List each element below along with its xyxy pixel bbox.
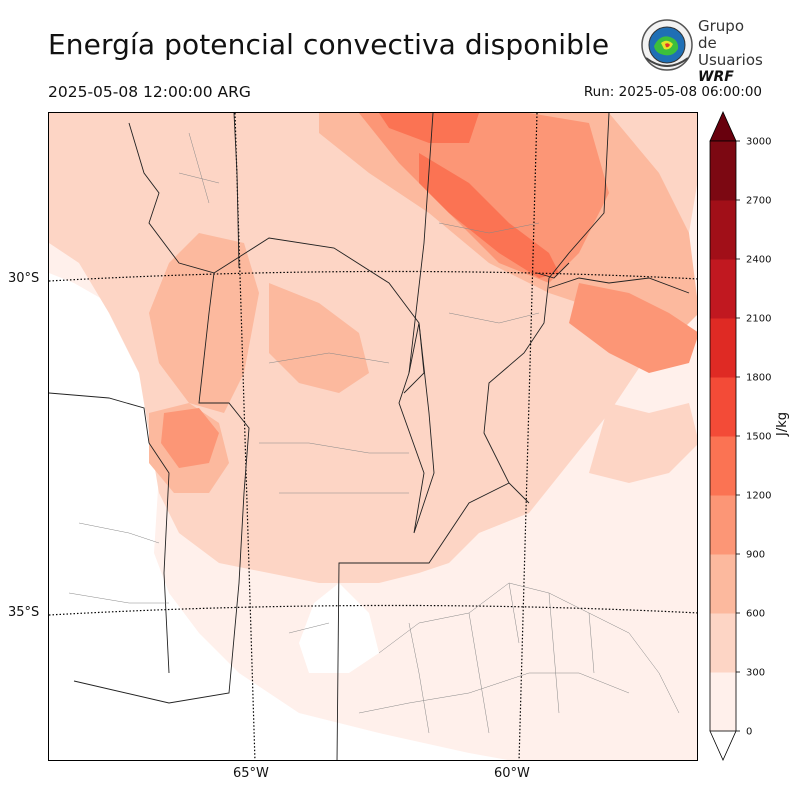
- colorbar-segment: [710, 259, 736, 319]
- page-title: Energía potencial convectiva disponible: [48, 28, 610, 61]
- shade-600-mid: [269, 283, 369, 393]
- colorbar-tick-label: 1200: [746, 491, 771, 502]
- logo-emblem-icon: [641, 19, 693, 71]
- colorbar-tick-label: 0: [746, 727, 752, 738]
- colorbar-segment: [710, 554, 736, 614]
- shade-1200-streak: [419, 153, 559, 278]
- colorbar-tick-label: 900: [746, 550, 765, 561]
- colorbar: 0 300 600 900 1200 1500 1800 2100 2400 2700 3000: [709, 111, 771, 761]
- logo-line-3: WRF: [698, 69, 734, 85]
- colorbar-tick-label: 2400: [746, 255, 771, 266]
- shade-900-cuyo: [161, 408, 219, 468]
- colorbar-tick-label: 1800: [746, 373, 771, 384]
- colorbar-tick-label: 3000: [746, 137, 771, 148]
- colorbar-unit: J/kg: [775, 412, 790, 436]
- valid-time: 2025-05-08 12:00:00 ARG: [48, 83, 251, 101]
- colorbar-segment: [710, 318, 736, 378]
- shade-300-east: [589, 403, 697, 483]
- colorbar-segment: [710, 200, 736, 260]
- colorbar-segment: [710, 377, 736, 437]
- parallel-35s: [49, 604, 697, 616]
- colorbar-tick-label: 2700: [746, 196, 771, 207]
- run-time: Run: 2025-05-08 06:00:00: [583, 84, 762, 100]
- lon-label-65w: 65°W: [233, 766, 269, 781]
- colorbar-segment: [710, 495, 736, 555]
- map-canvas: [49, 113, 697, 760]
- colorbar-tick-label: 600: [746, 609, 765, 620]
- shade-900-east: [569, 283, 697, 373]
- colorbar-tick-label: 300: [746, 668, 765, 679]
- department-borders: [68, 132, 680, 734]
- lon-label-60w: 60°W: [494, 766, 530, 781]
- logo-line-1: Grupo de: [698, 17, 744, 52]
- colorbar-over-triangle: [709, 111, 737, 142]
- lat-label-35s: 35°S: [8, 605, 40, 620]
- cape-map: [48, 112, 698, 761]
- province-borders: [49, 113, 690, 760]
- shade-zero-west: [49, 273, 508, 760]
- logo-line-2: Usuarios: [698, 51, 763, 69]
- colorbar-tick-label: 1500: [746, 432, 771, 443]
- shade-1200-north: [379, 113, 479, 143]
- colorbar-segment: [710, 436, 736, 496]
- colorbar-segment: [710, 672, 736, 732]
- colorbar-tick-label: 2100: [746, 314, 771, 325]
- logo: Grupo de Usuarios WRF: [640, 17, 763, 85]
- lat-label-30s: 30°S: [8, 271, 40, 286]
- colorbar-under-triangle: [709, 730, 737, 761]
- shade-600-west: [149, 233, 259, 413]
- colorbar-segment: [710, 141, 736, 201]
- parallel-30s: [49, 270, 697, 282]
- colorbar-segment: [710, 613, 736, 673]
